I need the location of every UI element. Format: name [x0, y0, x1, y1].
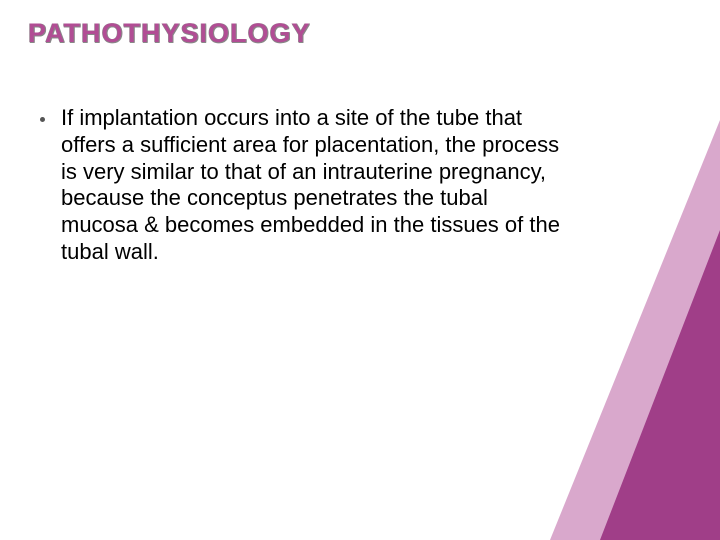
- corner-decor: [530, 0, 720, 540]
- content-area: If implantation occurs into a site of th…: [40, 105, 570, 266]
- bullet-text: If implantation occurs into a site of th…: [61, 105, 570, 266]
- slide-title: PATHOTHYSIOLOGY: [28, 18, 311, 49]
- bullet-marker-icon: [40, 117, 45, 122]
- corner-triangles-icon: [530, 0, 720, 540]
- bullet-item: If implantation occurs into a site of th…: [40, 105, 570, 266]
- slide: PATHOTHYSIOLOGY If implantation occurs i…: [0, 0, 720, 540]
